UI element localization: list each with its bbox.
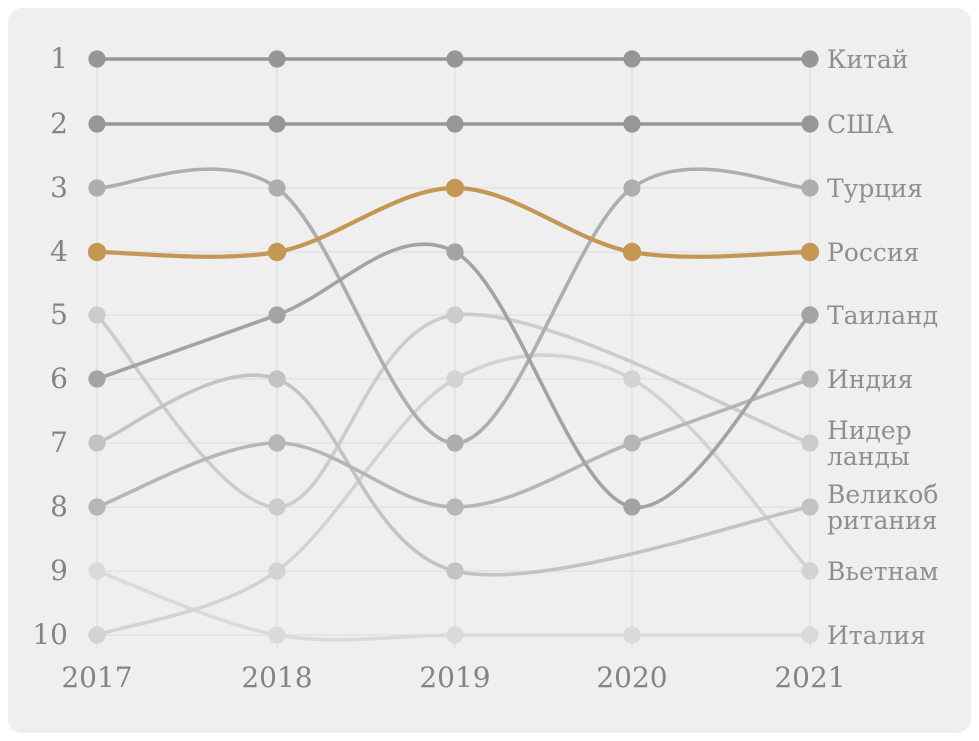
- data-point: [623, 370, 641, 388]
- series-label: Россия: [827, 238, 919, 267]
- data-point: [446, 306, 464, 324]
- series-label: Китай: [827, 45, 908, 74]
- data-point: [801, 562, 819, 580]
- data-point: [88, 626, 106, 644]
- series-line: [95, 167, 812, 445]
- data-point: [88, 50, 106, 68]
- data-point: [623, 115, 641, 133]
- data-point: [801, 626, 819, 644]
- y-axis-tick: 9: [50, 554, 68, 587]
- data-point: [623, 498, 641, 516]
- data-point: [446, 370, 464, 388]
- data-point: [268, 626, 286, 644]
- series-8: [88, 370, 819, 580]
- data-point: [88, 306, 106, 324]
- data-point: [88, 434, 106, 452]
- series-6: [88, 370, 819, 516]
- data-point: [268, 370, 286, 388]
- data-point: [87, 242, 107, 262]
- data-point: [88, 115, 106, 133]
- x-axis: 2017 2018 2019 2020 2021: [61, 661, 845, 694]
- data-point: [267, 242, 287, 262]
- data-point: [801, 50, 819, 68]
- data-point: [446, 626, 464, 644]
- data-point: [623, 434, 641, 452]
- data-point: [801, 306, 819, 324]
- x-axis-tick: 2020: [596, 661, 667, 694]
- data-point: [623, 626, 641, 644]
- data-point: [88, 179, 106, 197]
- y-axis-tick: 6: [50, 362, 68, 395]
- series-line: [95, 353, 812, 637]
- data-point: [268, 50, 286, 68]
- series-7: [88, 306, 819, 516]
- grid: [88, 58, 816, 649]
- series-label: США: [827, 110, 894, 139]
- data-point: [800, 242, 820, 262]
- data-point: [446, 115, 464, 133]
- data-point: [268, 115, 286, 133]
- data-point: [88, 498, 106, 516]
- series-3: [88, 167, 819, 452]
- data-point: [268, 562, 286, 580]
- series-5: [88, 242, 819, 516]
- data-point: [446, 243, 464, 261]
- data-point: [623, 179, 641, 197]
- x-axis-tick: 2018: [241, 661, 312, 694]
- data-point: [268, 498, 286, 516]
- data-point: [446, 498, 464, 516]
- series-10: [88, 562, 819, 644]
- data-point: [801, 370, 819, 388]
- series-label: Вьетнам: [827, 557, 939, 586]
- y-axis-tick: 3: [50, 171, 68, 204]
- data-point: [801, 179, 819, 197]
- y-axis-tick: 4: [50, 235, 68, 268]
- series-label: Таиланд: [827, 301, 938, 330]
- y-axis: 1 2 3 4 5 6 7 8 9 10: [32, 42, 68, 651]
- y-axis-tick: 2: [50, 107, 68, 140]
- x-axis-tick: 2021: [774, 661, 845, 694]
- series-line: [95, 312, 812, 509]
- x-axis-tick: 2017: [61, 661, 132, 694]
- series-label: Турция: [827, 174, 923, 203]
- data-point: [88, 370, 106, 388]
- series-labels: Китай США Турция Россия Таиланд Индия Нидерлан…: [827, 45, 939, 650]
- y-axis-tick: 5: [50, 298, 68, 331]
- series-label: ланды: [827, 442, 910, 471]
- series-4: [87, 178, 820, 262]
- data-point: [268, 434, 286, 452]
- y-axis-tick: 8: [50, 490, 68, 523]
- x-axis-tick: 2019: [419, 661, 490, 694]
- series-line: [95, 242, 812, 509]
- series-label: Нидер: [827, 416, 912, 445]
- series-label: ритания: [827, 506, 938, 535]
- y-axis-tick: 10: [32, 618, 68, 651]
- series-1: [88, 50, 819, 68]
- data-point: [446, 434, 464, 452]
- data-point: [622, 242, 642, 262]
- y-axis-tick: 1: [50, 42, 68, 75]
- series-line: [95, 373, 812, 577]
- series-lines: [87, 50, 820, 644]
- data-point: [623, 50, 641, 68]
- data-point: [268, 179, 286, 197]
- y-axis-tick: 7: [50, 426, 68, 459]
- data-point: [801, 115, 819, 133]
- data-point: [801, 498, 819, 516]
- series-9: [88, 353, 819, 644]
- data-point: [88, 562, 106, 580]
- data-point: [446, 50, 464, 68]
- series-label: Великоб: [827, 480, 938, 509]
- data-point: [268, 306, 286, 324]
- series-label: Индия: [827, 365, 913, 394]
- data-point: [801, 434, 819, 452]
- data-point: [446, 562, 464, 580]
- series-2: [88, 115, 819, 133]
- series-label: Италия: [827, 621, 926, 650]
- data-point: [445, 178, 465, 198]
